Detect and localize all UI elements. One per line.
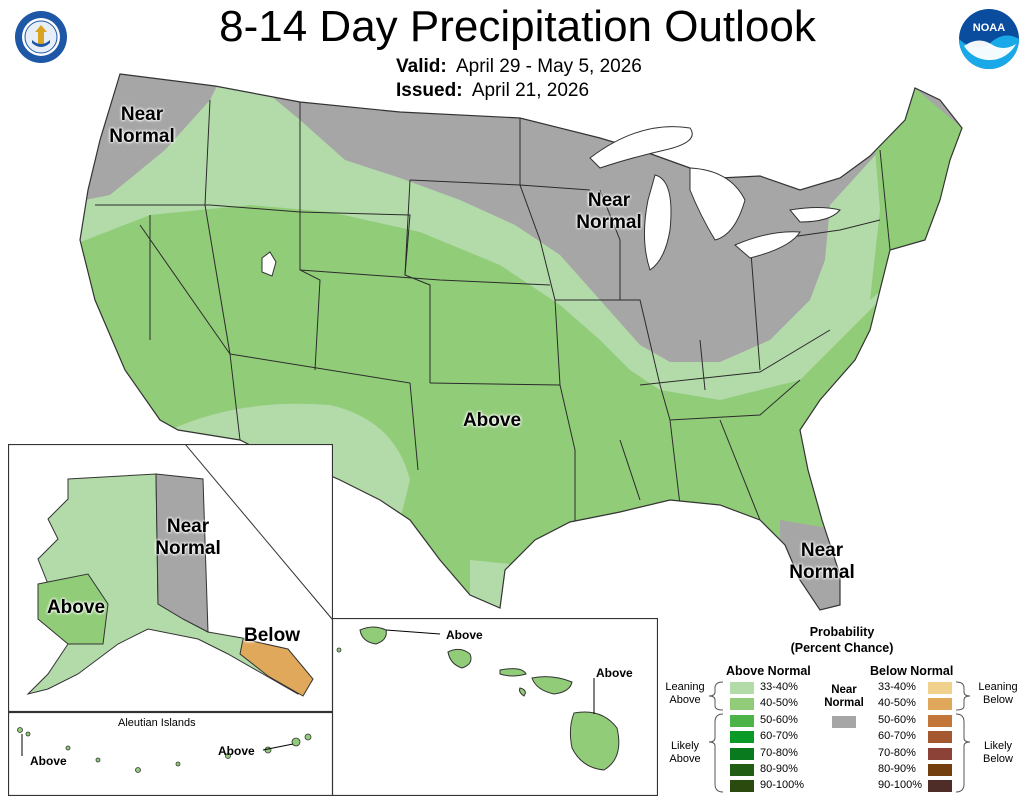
legend-pct-above-0: 33-40% [760,681,798,693]
legend-leaning-above: Leaning Above [665,681,705,706]
legend-swatch-above-3 [730,731,754,744]
legend-brackets-below [955,681,971,793]
legend-pct-below-5: 80-90% [878,763,916,775]
legend-swatch-above-0 [730,682,754,694]
valid-dates: April 29 - May 5, 2026 [455,56,642,77]
legend-pct-above-2: 50-60% [760,713,798,726]
legend-pct-below-2: 50-60% [878,713,916,726]
map-title: 8-14 Day Precipitation Outlook [219,2,816,51]
legend-swatch-below-0 [928,682,952,694]
legend-leaning-below: Leaning Below [978,681,1018,706]
legend-pct-below-4: 70-80% [878,746,916,759]
noaa-logo-icon: NOAA [959,9,1019,69]
legend-pct-above-4: 70-80% [760,746,798,759]
legend-swatch-below-4 [928,747,952,760]
hawaii-inset [332,618,658,796]
legend-above-header: Above Normal [726,664,811,678]
label-nw-near-normal: Near Normal [109,104,175,147]
legend-swatch-below-2 [928,714,952,727]
legend-pct-below-6: 90-100% [878,779,923,792]
legend-swatch-above-2 [730,714,754,727]
hawaii-above-right: Above [596,666,633,680]
label-alaska-near-normal: Near Normal [155,516,221,559]
legend-pct-below-0: 33-40% [878,681,916,693]
legend-below-header: Below Normal [870,664,954,678]
legend-pct-above-5: 80-90% [760,763,798,775]
label-florida-near-normal: Near Normal [789,540,855,583]
legend-swatch-above-6 [730,780,754,793]
legend-near-normal-label: Near Normal [824,684,864,709]
legend-brackets-above [708,681,724,793]
noaa-logo-text: NOAA [973,22,1005,34]
legend-near-normal-swatch [832,716,856,728]
legend-pct-above-3: 60-70% [760,730,798,743]
hawaii-above-left: Above [446,628,483,642]
commerce-seal-icon [15,11,67,63]
valid-label: Valid: [396,56,447,77]
alaska-near-normal-region [155,473,209,633]
aleutians-inset [8,712,333,796]
alaska-below-region [239,638,314,697]
great-lakes [589,126,841,271]
legend-swatch-below-3 [928,731,952,744]
legend-title: Probability (Percent Chance) [790,625,894,655]
issued-date: April 21, 2026 [471,80,590,101]
legend-likely-above: Likely Above [669,740,701,765]
aleutian-islands-title: Aleutian Islands [118,717,196,729]
issued-line: Issued: April 21, 2026 [396,80,589,102]
legend-swatch-below-1 [928,698,952,711]
great-salt-lake [261,251,277,277]
label-alaska-above: Above [46,597,106,618]
legend-swatch-below-5 [928,764,952,776]
legend-likely-below: Likely Below [983,740,1013,765]
state-boundaries [95,99,891,525]
legend-swatch-above-1 [730,698,754,711]
legend-swatch-below-6 [928,780,952,793]
label-south-above: Above [462,410,522,431]
label-alaska-below: Below [244,625,300,646]
alaska-inset [8,444,333,712]
aleutian-above-right: Above [218,744,255,758]
legend-pct-above-6: 90-100% [760,779,805,792]
legend-swatch-above-4 [730,747,754,760]
valid-line: Valid: April 29 - May 5, 2026 [396,56,642,78]
alaska-above-region [37,573,109,645]
legend-swatch-above-5 [730,764,754,776]
aleutian-above-left: Above [30,754,67,768]
legend-pct-below-1: 40-50% [878,697,916,710]
legend-pct-above-1: 40-50% [760,697,798,710]
legend-pct-below-3: 60-70% [878,730,916,743]
label-midwest-near-normal: Near Normal [576,190,642,233]
issued-label: Issued: [396,80,463,101]
